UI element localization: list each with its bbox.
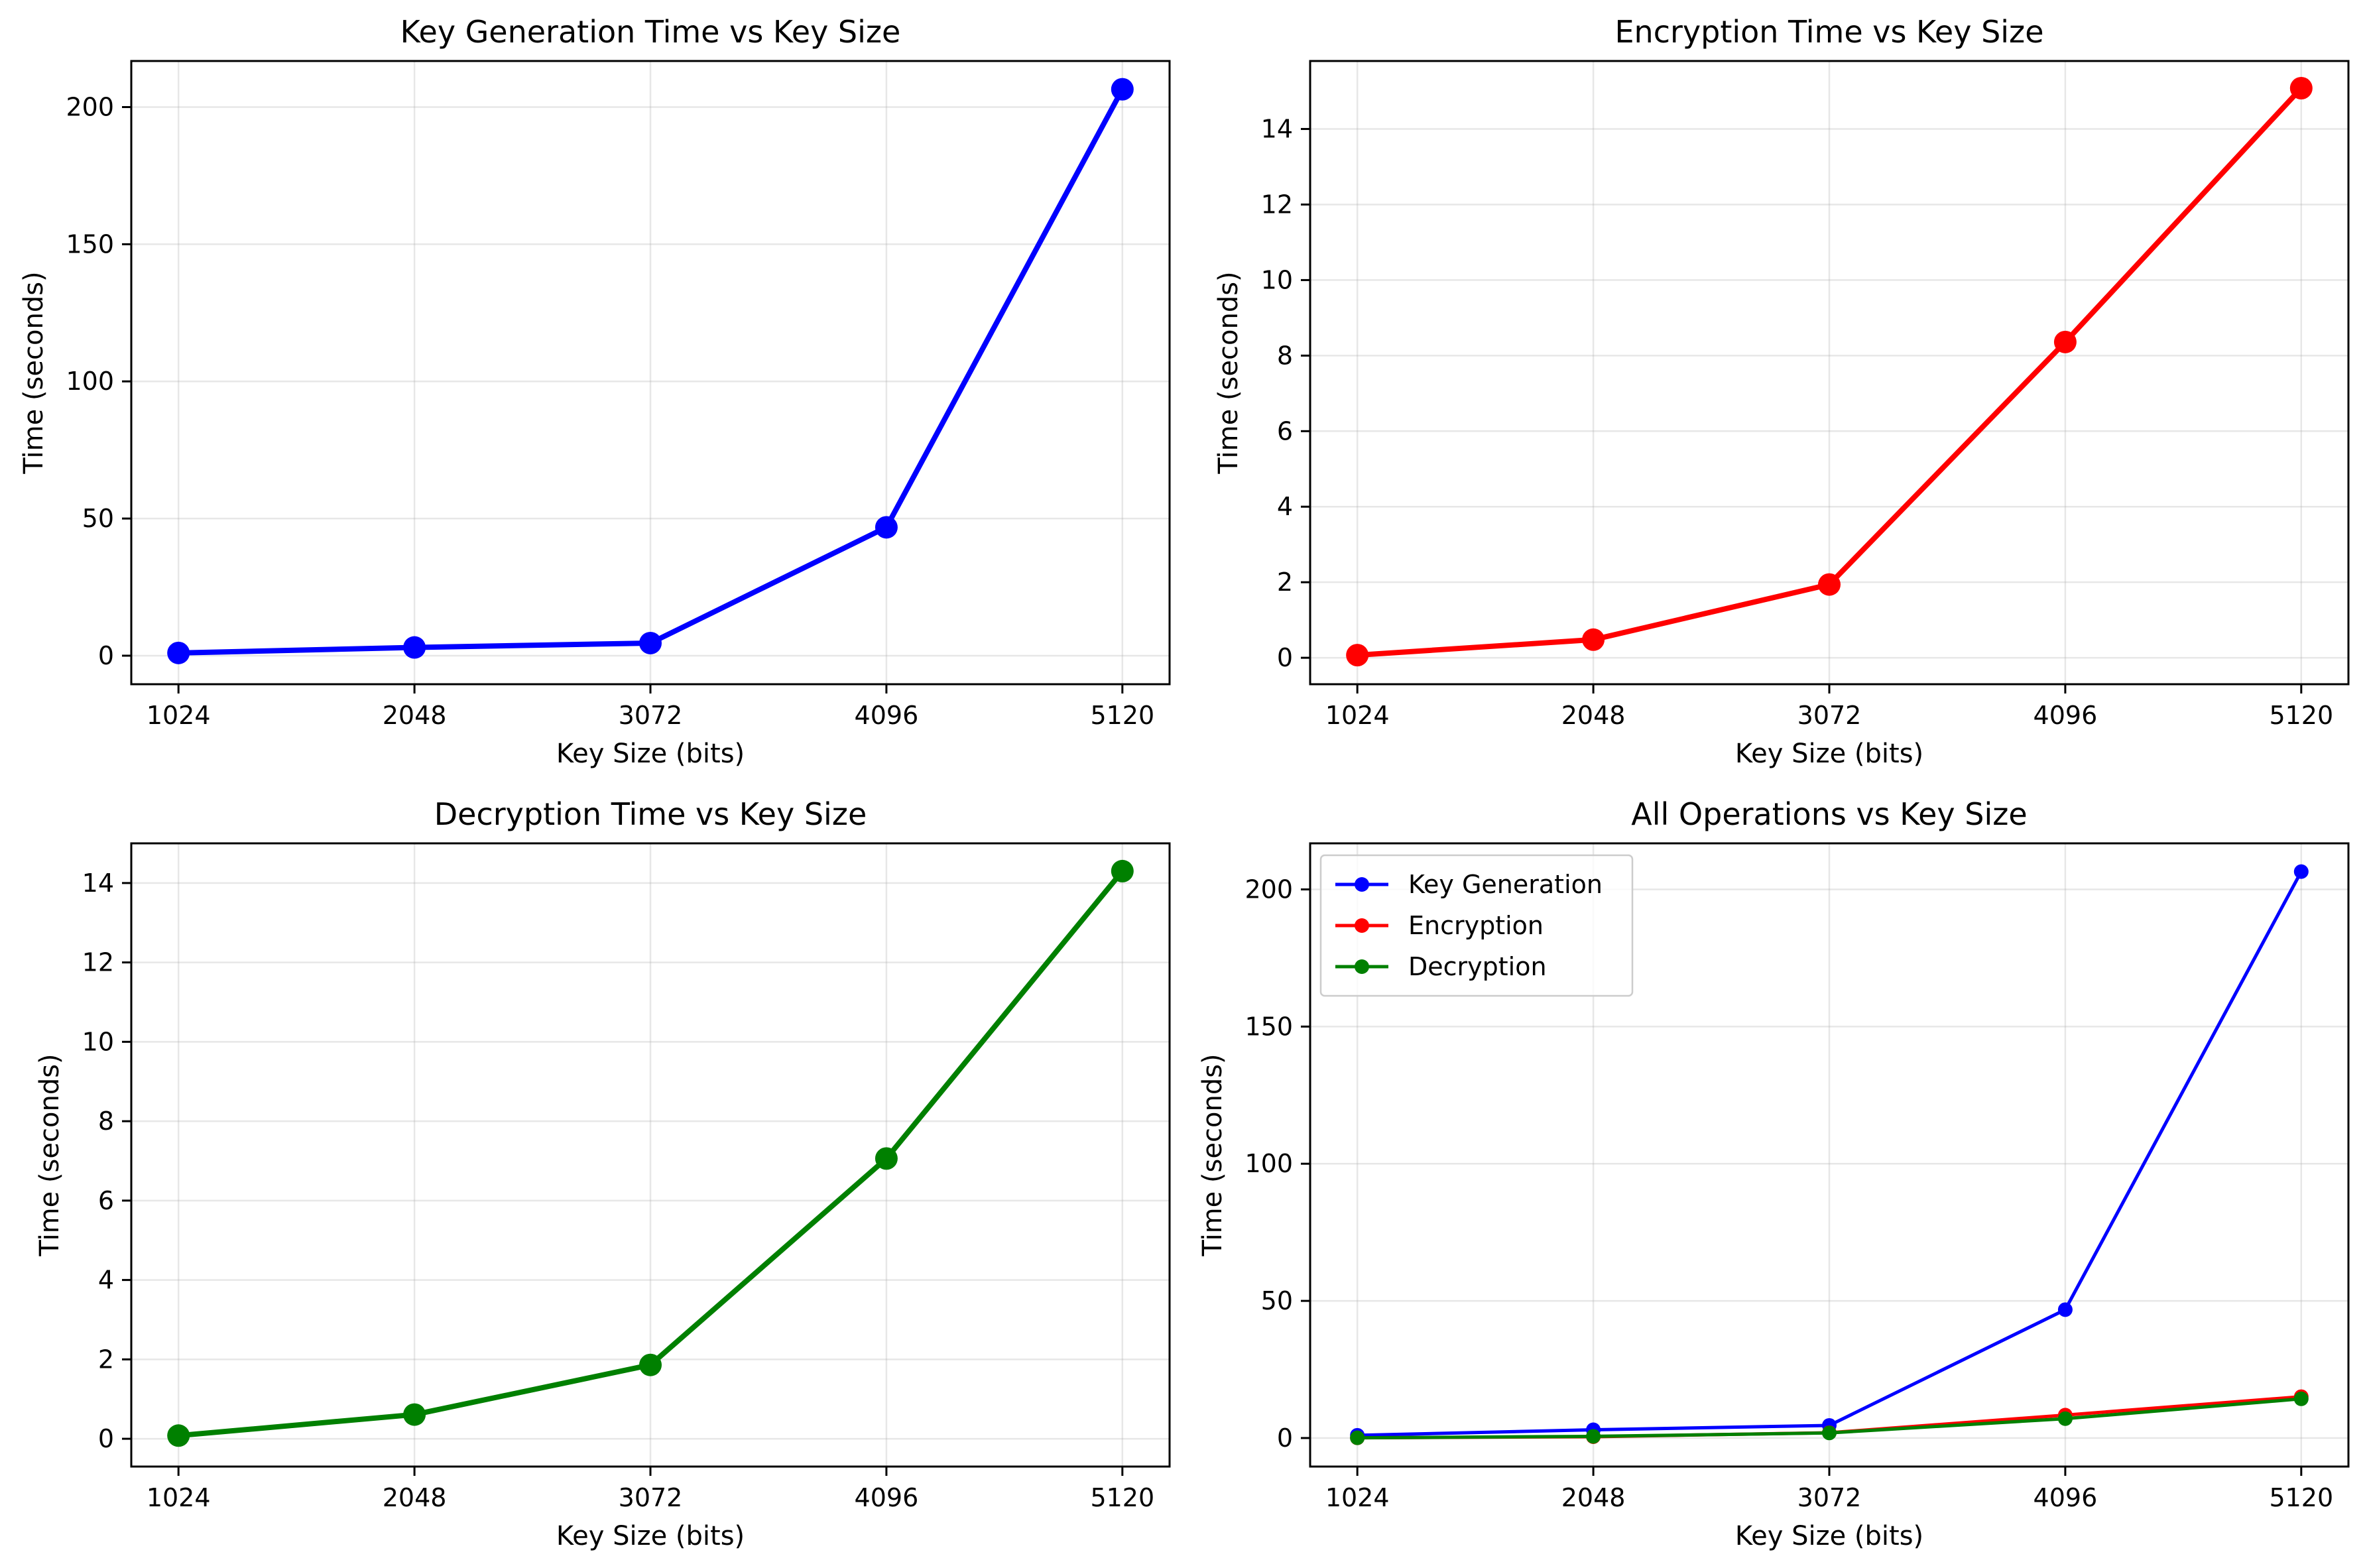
x-tick-label: 4096 [2033,1483,2098,1512]
x-tick-label: 2048 [383,1483,447,1512]
data-point [2053,330,2077,353]
chart-title: Key Generation Time vs Key Size [400,14,901,50]
y-tick-label: 0 [98,641,114,670]
x-tick-label: 2048 [1561,701,1626,730]
y-axis-label: Time (seconds) [1213,271,1244,474]
y-tick-label: 14 [82,869,114,898]
data-point [167,641,190,664]
x-axis-label: Key Size (bits) [1735,1521,1923,1551]
y-tick-label: 0 [98,1424,114,1453]
chart-title: Encryption Time vs Key Size [1614,14,2043,50]
x-tick-label: 3072 [1797,1483,1862,1512]
data-point [639,1353,662,1376]
y-tick-label: 100 [1244,1149,1293,1178]
y-tick-label: 0 [1277,1423,1293,1453]
data-point [2057,1411,2073,1426]
y-tick-label: 0 [1277,643,1293,672]
x-tick-label: 1024 [147,701,211,730]
x-axis-label: Key Size (bits) [556,739,745,769]
x-tick-label: 4096 [855,701,919,730]
legend: Key Generation Encryption Decryption [1319,854,1634,997]
y-tick-label: 12 [1261,190,1293,219]
y-tick-label: 10 [82,1027,114,1056]
x-tick-label: 1024 [147,1483,211,1512]
y-tick-label: 12 [82,948,114,977]
data-point [167,1424,190,1447]
y-tick-label: 4 [1277,492,1293,521]
y-axis-label: Time (seconds) [1197,1054,1228,1256]
x-axis-label: Key Size (bits) [1735,739,1923,769]
x-tick-label: 3072 [619,1483,683,1512]
x-tick-label: 5120 [1090,701,1154,730]
data-point [1586,1429,1601,1444]
chart-panel-1: 1024 2048 3072 4096 5120 0 50 100 150 200 Key Gene… [19,14,1171,769]
y-tick-label: 200 [1244,875,1293,904]
y-tick-label: 6 [1277,416,1293,446]
data-point [1111,78,1134,101]
data-point [1818,573,1841,596]
grid [131,61,1170,684]
y-tick-label: 8 [98,1107,114,1136]
data-point [403,1403,426,1426]
legend-swatch-marker [1355,959,1369,974]
y-axis-label: Time (seconds) [19,271,49,474]
x-tick-label: 2048 [1561,1483,1626,1512]
x-tick-label: 5120 [1090,1483,1154,1512]
data-point [1582,628,1605,651]
legend-label: Encryption [1408,911,1544,940]
y-tick-label: 4 [98,1266,114,1295]
legend-label: Key Generation [1408,870,1603,899]
data-point [875,516,898,539]
grid [131,843,1170,1467]
data-point [2057,1302,2073,1317]
x-axis-label: Key Size (bits) [556,1521,745,1551]
data-point [1822,1425,1837,1441]
y-tick-label: 14 [1261,115,1293,144]
y-tick-label: 50 [82,504,114,533]
chart-panel-2: 1024 2048 3072 4096 5120 0 2 4 6 8 10 12 14 Encryptio… [1213,14,2350,769]
data-point [875,1147,898,1170]
chart-title: All Operations vs Key Size [1631,796,2027,832]
legend-label: Decryption [1408,952,1547,981]
chart-panel-3: 1024 2048 3072 4096 5120 0 2 4 6 8 10 12 14 Decryptio… [34,796,1171,1551]
y-tick-label: 6 [98,1186,114,1215]
data-point [1111,859,1134,882]
y-tick-label: 150 [66,229,114,259]
chart-title: Decryption Time vs Key Size [434,796,867,832]
data-point [1346,644,1369,667]
y-tick-label: 200 [66,93,114,122]
y-tick-label: 10 [1261,265,1293,294]
x-tick-label: 4096 [2033,701,2098,730]
x-tick-label: 4096 [855,1483,919,1512]
y-tick-label: 100 [66,367,114,396]
y-tick-label: 2 [98,1345,114,1374]
data-point [639,631,662,654]
x-tick-label: 3072 [1797,701,1862,730]
y-tick-label: 150 [1244,1012,1293,1041]
legend-swatch-marker [1355,918,1369,933]
y-tick-label: 8 [1277,341,1293,370]
legend-swatch-marker [1355,877,1369,892]
data-point [403,636,426,659]
data-point [1350,1430,1365,1445]
chart-panel-4: 1024 2048 3072 4096 5120 0 50 100 150 200 All Oper… [1197,796,2350,1551]
y-tick-label: 50 [1261,1286,1293,1315]
x-tick-label: 3072 [619,701,683,730]
x-tick-label: 2048 [383,701,447,730]
data-point [2293,1391,2309,1406]
y-axis-label: Time (seconds) [34,1054,65,1256]
data-point [2289,77,2313,100]
x-tick-label: 5120 [2269,1483,2333,1512]
x-tick-label: 5120 [2269,701,2333,730]
legend-box [1319,854,1634,997]
x-tick-label: 1024 [1325,1483,1390,1512]
y-tick-label: 2 [1277,568,1293,597]
data-point [2293,864,2309,879]
x-tick-label: 1024 [1325,701,1390,730]
